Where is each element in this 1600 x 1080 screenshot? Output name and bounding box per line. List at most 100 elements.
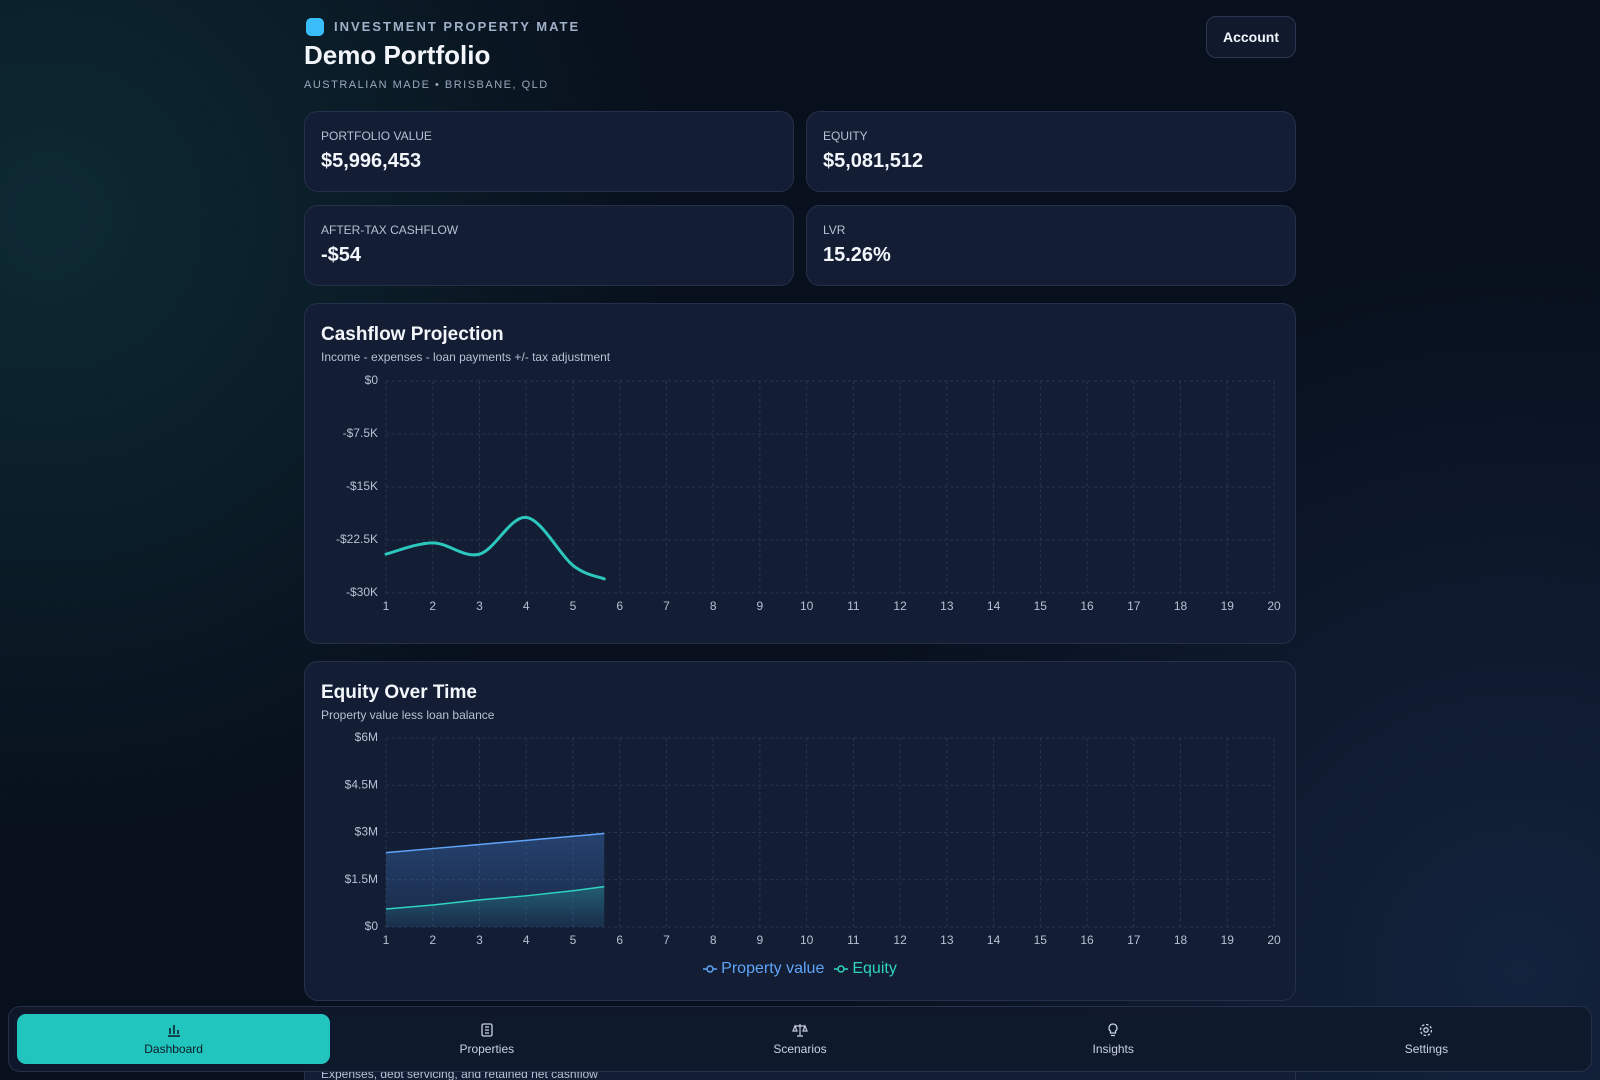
x-tick-label: 11 xyxy=(847,599,860,613)
x-tick-label: 9 xyxy=(757,933,764,947)
icon xyxy=(1108,1023,1118,1037)
nav-tab[interactable]: Properties xyxy=(330,1014,643,1064)
chart-title: Equity Over Time xyxy=(321,682,477,703)
page-subtitle: AUSTRALIAN MADE • BRISBANE, QLD xyxy=(304,79,549,91)
x-tick-label: 12 xyxy=(893,933,907,947)
chart-subtitle: Income - expenses - loan payments +/- ta… xyxy=(321,350,611,364)
y-tick-label: $3M xyxy=(355,825,378,839)
line xyxy=(384,515,606,581)
brand-logo xyxy=(306,18,324,36)
x-tick-label: 3 xyxy=(476,933,483,947)
legend-label: Property value xyxy=(721,960,825,977)
stat-card: PORTFOLIO VALUE $5,996,453 xyxy=(304,111,794,192)
nav-label: Scenarios xyxy=(773,1042,827,1056)
x-tick-label: 2 xyxy=(429,933,436,947)
x-tick-label: 14 xyxy=(987,599,1001,613)
chart-card: $0 $1.5M $3M $4.5M $6M 1 2 3 4 5 6 7 8 9 10 11 12 13 14 15 1… xyxy=(304,661,1296,1001)
area xyxy=(386,886,605,927)
x-tick-label: 4 xyxy=(523,599,530,613)
legend-swatch xyxy=(834,965,849,973)
chart-title: Cashflow Projection xyxy=(321,324,504,345)
x-tick-label: 15 xyxy=(1034,599,1048,613)
x-tick-label: 20 xyxy=(1267,933,1281,947)
stat-label: AFTER-TAX CASHFLOW xyxy=(321,223,459,237)
y-tick-label: -$7.5K xyxy=(343,426,378,440)
nav-tab[interactable]: Insights xyxy=(957,1014,1270,1064)
x-tick-label: 16 xyxy=(1080,599,1094,613)
nav-label: Insights xyxy=(1092,1042,1134,1056)
y-tick-label: $0 xyxy=(365,919,379,933)
y-tick-label: -$15K xyxy=(346,479,378,493)
y-tick-label: -$22.5K xyxy=(336,532,378,546)
x-tick-label: 6 xyxy=(616,599,623,613)
bottom-nav: Dashboard Properties Scenarios Insights … xyxy=(8,1006,1592,1072)
line xyxy=(385,885,605,910)
icon xyxy=(481,1023,493,1037)
stat-value: $5,081,512 xyxy=(823,150,924,172)
stat-card: AFTER-TAX CASHFLOW -$54 xyxy=(304,205,794,286)
x-tick-label: 20 xyxy=(1267,599,1281,613)
stat-card: LVR 15.26% xyxy=(806,205,1296,286)
x-tick-label: 17 xyxy=(1127,599,1141,613)
stat-label: EQUITY xyxy=(823,129,868,143)
legend: Property value Equity xyxy=(305,960,1295,978)
y-tick-label: $1.5M xyxy=(345,872,378,886)
x-tick-label: 5 xyxy=(570,933,577,947)
x-tick-label: 14 xyxy=(987,933,1001,947)
x-tick-label: 1 xyxy=(383,599,390,613)
icon xyxy=(167,1025,180,1037)
stat-value: $5,996,453 xyxy=(321,150,422,172)
x-tick-label: 9 xyxy=(757,599,764,613)
x-tick-label: 19 xyxy=(1221,599,1235,613)
legend-item: Equity xyxy=(834,960,897,978)
x-tick-label: 18 xyxy=(1174,599,1188,613)
chart-subtitle: Property value less loan balance xyxy=(321,708,495,722)
stat-card: EQUITY $5,081,512 xyxy=(806,111,1296,192)
nav-tab[interactable]: Settings xyxy=(1270,1014,1583,1064)
x-tick-label: 2 xyxy=(429,599,436,613)
x-tick-label: 8 xyxy=(710,933,717,947)
nav-tab[interactable]: Scenarios xyxy=(643,1014,956,1064)
x-tick-label: 13 xyxy=(940,599,954,613)
y-tick-label: $0 xyxy=(365,373,379,387)
x-tick-label: 18 xyxy=(1174,933,1188,947)
account-button[interactable]: Account xyxy=(1206,16,1296,58)
line xyxy=(385,832,605,854)
x-tick-label: 7 xyxy=(663,599,670,613)
x-tick-label: 19 xyxy=(1221,933,1235,947)
chart: $0$1.5M$3M$4.5M$6M1 2 3 4 5 6 7 8 9 10 11 12 13 14 15 1… xyxy=(345,730,1281,947)
nav-label: Properties xyxy=(459,1042,515,1056)
icon xyxy=(792,1024,808,1037)
swatch-dot xyxy=(837,965,846,973)
nav-tab[interactable]: Dashboard xyxy=(17,1014,331,1064)
x-tick-label: 12 xyxy=(893,599,907,613)
x-tick-label: 15 xyxy=(1034,933,1048,947)
nav-label: Settings xyxy=(1404,1042,1449,1056)
x-tick-label: 6 xyxy=(616,933,623,947)
y-tick-label: $6M xyxy=(355,730,378,744)
brand: INVESTMENT PROPERTY MATE xyxy=(334,19,581,34)
legend-swatch xyxy=(703,965,718,973)
icon xyxy=(1420,1023,1433,1037)
x-tick-label: 17 xyxy=(1127,933,1141,947)
stat-value: 15.26% xyxy=(823,244,891,266)
page-title: Demo Portfolio xyxy=(304,40,491,70)
x-tick-label: 16 xyxy=(1080,933,1094,947)
stat-label: PORTFOLIO VALUE xyxy=(321,129,432,143)
y-tick-label: -$30K xyxy=(346,585,378,599)
x-tick-label: 8 xyxy=(710,599,717,613)
x-tick-label: 11 xyxy=(847,933,860,947)
legend-label: Equity xyxy=(852,960,897,977)
x-tick-label: 13 xyxy=(940,933,954,947)
stat-label: LVR xyxy=(823,223,846,237)
stat-value: -$54 xyxy=(321,244,362,266)
nav-label: Dashboard xyxy=(144,1042,203,1056)
swatch-dot xyxy=(706,965,714,973)
x-tick-label: 7 xyxy=(663,933,670,947)
x-tick-label: 10 xyxy=(800,933,814,947)
y-tick-label: $4.5M xyxy=(345,777,378,791)
chart-card: $0 -$7.5K -$15K -$22.5K -$30K 1 2 3 4 5 6 7 8 9 10 11 12… xyxy=(304,303,1296,644)
x-tick-label: 5 xyxy=(570,599,577,613)
x-tick-label: 4 xyxy=(523,933,530,947)
